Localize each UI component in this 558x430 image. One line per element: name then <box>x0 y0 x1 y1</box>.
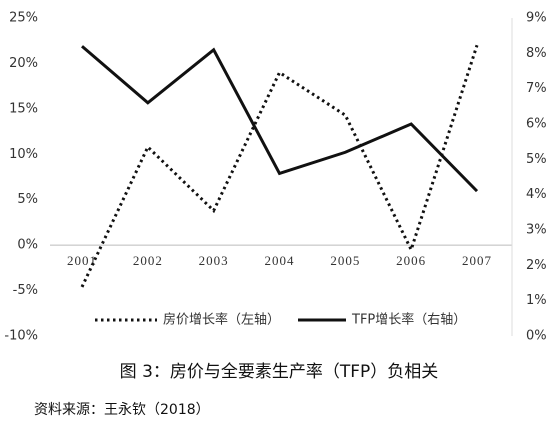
y2-tick-label: 0% <box>526 329 547 344</box>
y-tick-label: 25% <box>9 11 38 26</box>
y2-tick-label: 6% <box>526 117 547 132</box>
y-tick-label: 5% <box>17 192 38 207</box>
y2-tick-label: 3% <box>526 223 547 238</box>
x-tick-label: 2006 <box>396 253 426 268</box>
y2-tick-label: 1% <box>526 293 547 308</box>
x-tick-label: 2001 <box>67 253 97 268</box>
y2-tick-label: 2% <box>526 258 547 273</box>
series-line <box>81 45 479 193</box>
y2-tick-label: 7% <box>526 81 547 96</box>
y-tick-label: 10% <box>9 147 38 162</box>
y2-tick-label: 4% <box>526 187 547 202</box>
legend-label: TFP增长率（右轴） <box>351 312 466 328</box>
y2-tick-label: 5% <box>526 152 547 167</box>
y2-tick-label: 8% <box>526 46 547 61</box>
y-tick-label: -10% <box>4 329 38 344</box>
y-tick-label: 15% <box>9 101 38 116</box>
y-tick-label: -5% <box>13 283 38 298</box>
x-tick-label: 2004 <box>265 253 295 268</box>
y2-tick-label: 9% <box>526 11 547 26</box>
x-tick-label: 2005 <box>330 253 360 268</box>
x-tick-label: 2003 <box>199 253 229 268</box>
x-tick-label: 2007 <box>462 253 492 268</box>
y-tick-label: 20% <box>9 56 38 71</box>
legend-label: 房价增长率（左轴） <box>163 312 280 328</box>
y-tick-label: 0% <box>17 238 38 253</box>
source-note: 资料来源：王永钦（2018） <box>34 402 210 418</box>
series-line <box>80 44 479 288</box>
x-tick-label: 2002 <box>133 253 163 268</box>
chart-title: 图 3：房价与全要素生产率（TFP）负相关 <box>120 362 439 382</box>
